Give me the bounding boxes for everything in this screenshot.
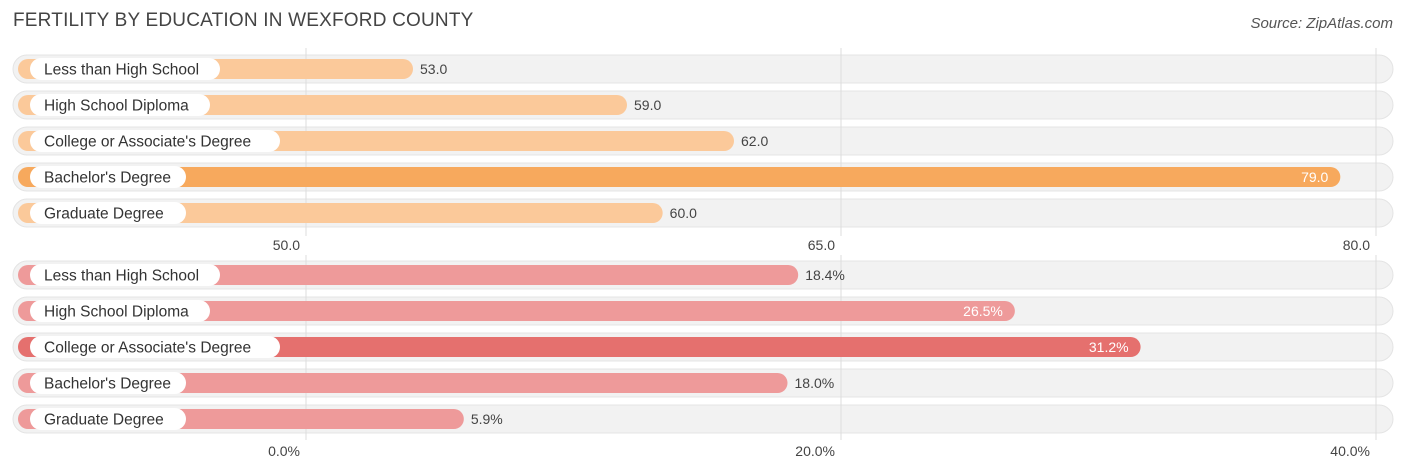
value-label: 5.9% — [471, 411, 503, 427]
source-label: Source: ZipAtlas.com — [1250, 15, 1393, 32]
category-label: College or Associate's Degree — [44, 340, 251, 357]
tick-label: 20.0% — [795, 443, 835, 459]
category-pill — [30, 264, 220, 286]
category-label: High School Diploma — [44, 304, 189, 321]
category-pill — [30, 130, 280, 152]
chart-panel-1: Less than High School 53.0 High School Dip… — [12, 48, 1394, 253]
category-pill — [30, 166, 186, 188]
category-label: High School Diploma — [44, 98, 189, 115]
value-label: 62.0 — [741, 133, 768, 149]
bar — [18, 167, 1341, 187]
category-pill — [30, 336, 280, 358]
category-label: Graduate Degree — [44, 206, 164, 223]
tick-label: 50.0 — [273, 237, 300, 253]
value-label: 53.0 — [420, 61, 447, 77]
value-label: 26.5% — [963, 303, 1003, 319]
value-label: 79.0 — [1301, 169, 1328, 185]
category-label: Bachelor's Degree — [44, 376, 171, 393]
category-pill — [30, 202, 186, 224]
category-pill — [30, 408, 186, 430]
category-pill — [30, 300, 210, 322]
bar — [18, 301, 1015, 321]
chart-panel-2: Less than High School 18.4% High School Di… — [12, 255, 1394, 459]
value-label: 31.2% — [1089, 339, 1129, 355]
category-pill — [30, 94, 210, 116]
category-pill — [30, 372, 186, 394]
tick-label: 80.0 — [1343, 237, 1370, 253]
bar — [18, 373, 788, 393]
value-label: 18.4% — [805, 267, 845, 283]
category-label: Bachelor's Degree — [44, 170, 171, 187]
value-label: 18.0% — [795, 375, 835, 391]
category-label: Less than High School — [44, 62, 199, 79]
category-label: Less than High School — [44, 268, 199, 285]
chart-title: FERTILITY BY EDUCATION IN WEXFORD COUNTY — [13, 10, 474, 31]
tick-label: 65.0 — [808, 237, 835, 253]
value-label: 60.0 — [670, 205, 697, 221]
category-pill — [30, 58, 220, 80]
tick-label: 0.0% — [268, 443, 300, 459]
bar — [18, 337, 1141, 357]
category-label: Graduate Degree — [44, 412, 164, 429]
category-label: College or Associate's Degree — [44, 134, 251, 151]
value-label: 59.0 — [634, 97, 661, 113]
tick-label: 40.0% — [1330, 443, 1370, 459]
